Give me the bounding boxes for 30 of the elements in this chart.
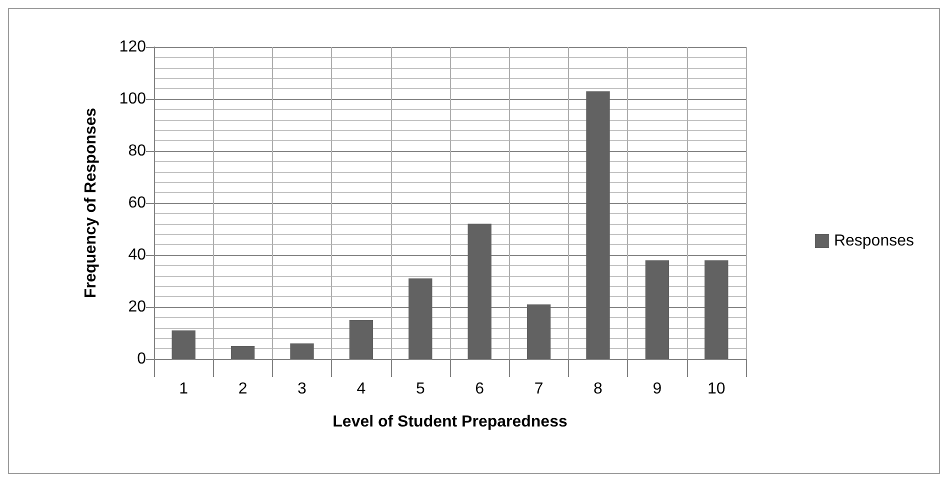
- y-tick-label: 40: [128, 246, 146, 264]
- legend-label: Responses: [834, 232, 914, 250]
- y-tick-label: 60: [128, 194, 146, 212]
- bar: [645, 260, 670, 359]
- bar: [349, 320, 374, 359]
- bar: [468, 224, 492, 359]
- bar: [230, 346, 255, 359]
- bar: [526, 304, 551, 359]
- x-tick-label: 5: [416, 380, 425, 398]
- x-tick-label: 3: [298, 380, 307, 398]
- y-tick-label: 100: [119, 90, 146, 108]
- bar: [172, 330, 196, 359]
- x-tick-label: 2: [238, 380, 248, 398]
- x-axis-title: Level of Student Preparedness: [332, 414, 568, 430]
- y-tick-label: 80: [128, 142, 146, 160]
- y-tick-label: 120: [119, 38, 146, 56]
- bar: [586, 91, 610, 359]
- bar: [408, 278, 432, 359]
- bar: [704, 260, 728, 359]
- x-tick-label: 1: [179, 380, 188, 398]
- x-tick-label: 4: [356, 380, 366, 398]
- x-tick-label: 7: [534, 380, 544, 398]
- y-tick-label: 20: [128, 298, 146, 316]
- x-tick-label: 8: [594, 380, 603, 398]
- x-tick-label: 9: [652, 380, 662, 398]
- bar: [290, 343, 314, 359]
- y-axis-title: Frequency of Responses: [82, 108, 100, 298]
- y-tick-label: 0: [137, 350, 146, 368]
- x-tick-label: 10: [708, 380, 726, 398]
- x-tick-label: 6: [475, 380, 484, 398]
